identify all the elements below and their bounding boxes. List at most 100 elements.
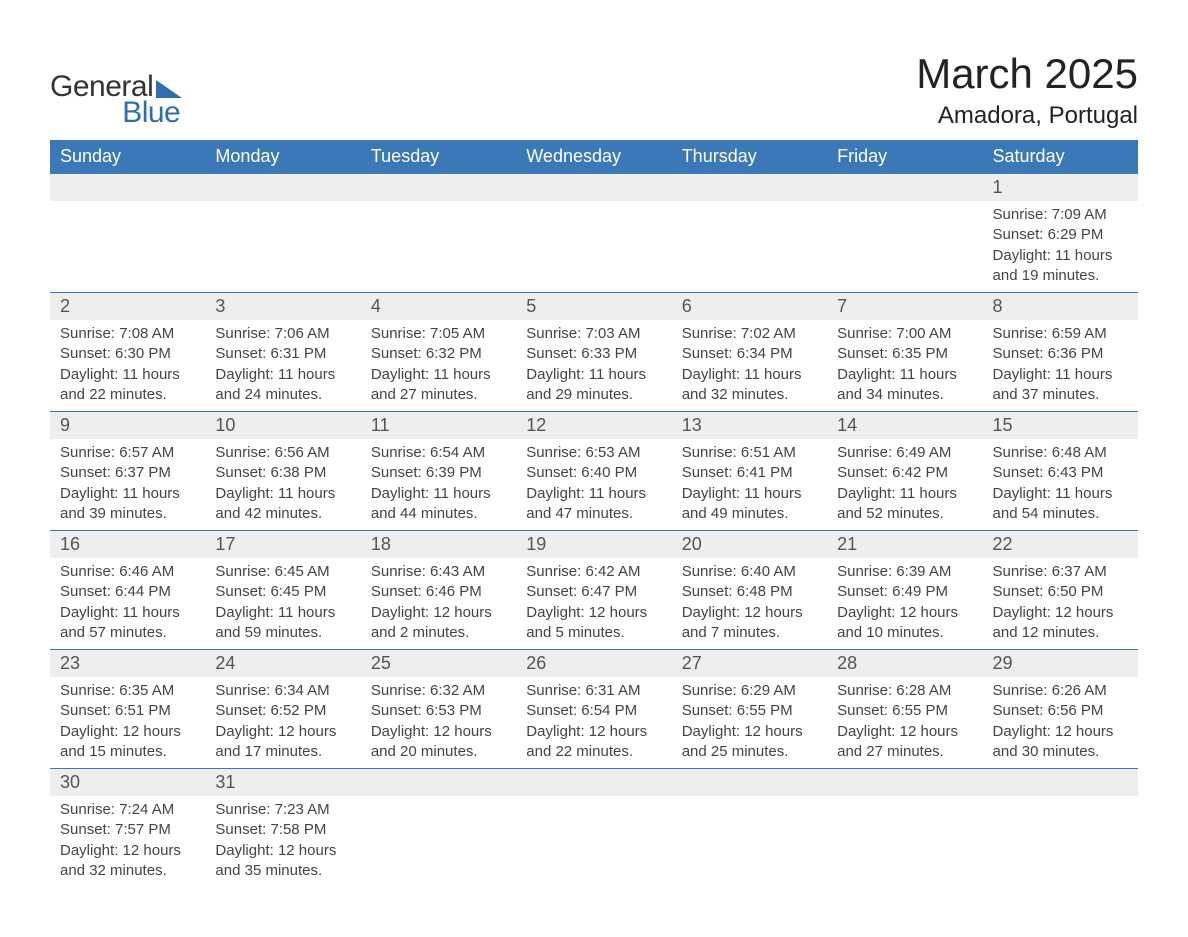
day-detail-line: Daylight: 11 hours	[60, 484, 195, 504]
day-detail-cell: Sunrise: 6:45 AMSunset: 6:45 PMDaylight:…	[205, 558, 360, 650]
day-detail-cell: Sunrise: 6:46 AMSunset: 6:44 PMDaylight:…	[50, 558, 205, 650]
day-detail-line: Sunrise: 7:09 AM	[993, 205, 1128, 225]
day-detail-line: Sunrise: 6:42 AM	[526, 562, 661, 582]
day-detail-line: Sunset: 6:41 PM	[682, 463, 817, 483]
day-detail-line: Daylight: 12 hours	[60, 722, 195, 742]
day-detail-cell: Sunrise: 7:09 AMSunset: 6:29 PMDaylight:…	[983, 201, 1138, 293]
day-number-cell	[672, 174, 827, 202]
day-detail-line: Sunset: 6:49 PM	[837, 582, 972, 602]
day-number-cell	[827, 174, 982, 202]
day-detail-line: and 59 minutes.	[215, 623, 350, 643]
day-number-cell	[205, 174, 360, 202]
day-detail-cell: Sunrise: 6:42 AMSunset: 6:47 PMDaylight:…	[516, 558, 671, 650]
day-detail-line: and 35 minutes.	[215, 861, 350, 881]
day-number-cell	[361, 769, 516, 797]
day-detail-line: Sunset: 6:55 PM	[682, 701, 817, 721]
day-number-cell: 10	[205, 412, 360, 440]
day-detail-line: Daylight: 12 hours	[526, 722, 661, 742]
day-detail-cell	[361, 796, 516, 887]
day-detail-cell: Sunrise: 6:37 AMSunset: 6:50 PMDaylight:…	[983, 558, 1138, 650]
day-detail-line: Daylight: 12 hours	[682, 722, 817, 742]
detail-row: Sunrise: 7:08 AMSunset: 6:30 PMDaylight:…	[50, 320, 1138, 412]
day-detail-line: and 57 minutes.	[60, 623, 195, 643]
day-number-cell: 23	[50, 650, 205, 678]
day-detail-line: and 15 minutes.	[60, 742, 195, 762]
day-detail-line: Sunrise: 6:29 AM	[682, 681, 817, 701]
day-number-cell: 21	[827, 531, 982, 559]
col-friday: Friday	[827, 140, 982, 174]
day-detail-cell	[672, 201, 827, 293]
day-detail-line: and 29 minutes.	[526, 385, 661, 405]
col-thursday: Thursday	[672, 140, 827, 174]
logo: General Blue	[50, 50, 182, 130]
detail-row: Sunrise: 6:35 AMSunset: 6:51 PMDaylight:…	[50, 677, 1138, 769]
day-number-cell: 4	[361, 293, 516, 321]
detail-row: Sunrise: 7:09 AMSunset: 6:29 PMDaylight:…	[50, 201, 1138, 293]
day-detail-line: Daylight: 11 hours	[371, 484, 506, 504]
day-detail-line: and 27 minutes.	[837, 742, 972, 762]
day-detail-line: and 17 minutes.	[215, 742, 350, 762]
day-detail-cell: Sunrise: 6:54 AMSunset: 6:39 PMDaylight:…	[361, 439, 516, 531]
day-detail-line: and 7 minutes.	[682, 623, 817, 643]
day-detail-line: Daylight: 12 hours	[837, 603, 972, 623]
calendar-header-row: Sunday Monday Tuesday Wednesday Thursday…	[50, 140, 1138, 174]
daynum-row: 1	[50, 174, 1138, 202]
day-detail-line: Sunset: 6:48 PM	[682, 582, 817, 602]
title-block: March 2025 Amadora, Portugal	[916, 50, 1138, 130]
day-detail-line: Sunrise: 6:56 AM	[215, 443, 350, 463]
day-number-cell: 28	[827, 650, 982, 678]
day-detail-line: Sunrise: 6:49 AM	[837, 443, 972, 463]
day-detail-line: Daylight: 11 hours	[993, 246, 1128, 266]
day-detail-line: Sunset: 6:34 PM	[682, 344, 817, 364]
day-detail-line: Daylight: 11 hours	[682, 484, 817, 504]
day-detail-line: Daylight: 11 hours	[526, 365, 661, 385]
day-detail-line: and 32 minutes.	[682, 385, 817, 405]
col-wednesday: Wednesday	[516, 140, 671, 174]
day-detail-line: and 30 minutes.	[993, 742, 1128, 762]
day-detail-line: Sunset: 6:37 PM	[60, 463, 195, 483]
day-detail-cell	[827, 796, 982, 887]
day-number-cell	[516, 174, 671, 202]
day-detail-line: Sunset: 6:29 PM	[993, 225, 1128, 245]
day-detail-line: Sunset: 6:56 PM	[993, 701, 1128, 721]
day-detail-line: Sunset: 6:55 PM	[837, 701, 972, 721]
day-detail-line: and 24 minutes.	[215, 385, 350, 405]
day-detail-cell	[205, 201, 360, 293]
day-detail-cell: Sunrise: 6:49 AMSunset: 6:42 PMDaylight:…	[827, 439, 982, 531]
day-detail-line: Sunrise: 7:05 AM	[371, 324, 506, 344]
day-detail-line: Sunrise: 7:23 AM	[215, 800, 350, 820]
day-detail-line: and 39 minutes.	[60, 504, 195, 524]
day-number-cell: 24	[205, 650, 360, 678]
day-detail-line: Daylight: 12 hours	[215, 722, 350, 742]
day-detail-line: Daylight: 12 hours	[837, 722, 972, 742]
day-detail-line: and 52 minutes.	[837, 504, 972, 524]
day-number-cell	[361, 174, 516, 202]
day-detail-line: Sunrise: 6:57 AM	[60, 443, 195, 463]
day-detail-cell: Sunrise: 6:59 AMSunset: 6:36 PMDaylight:…	[983, 320, 1138, 412]
day-number-cell	[50, 174, 205, 202]
day-detail-cell	[983, 796, 1138, 887]
day-detail-cell	[672, 796, 827, 887]
day-detail-cell: Sunrise: 6:26 AMSunset: 6:56 PMDaylight:…	[983, 677, 1138, 769]
day-detail-line: Sunset: 6:51 PM	[60, 701, 195, 721]
day-detail-cell	[361, 201, 516, 293]
day-number-cell: 2	[50, 293, 205, 321]
day-number-cell: 5	[516, 293, 671, 321]
day-detail-line: Sunset: 6:52 PM	[215, 701, 350, 721]
day-detail-cell: Sunrise: 6:56 AMSunset: 6:38 PMDaylight:…	[205, 439, 360, 531]
calendar-body: 1 Sunrise: 7:09 AMSunset: 6:29 PMDayligh…	[50, 174, 1138, 888]
detail-row: Sunrise: 7:24 AMSunset: 7:57 PMDaylight:…	[50, 796, 1138, 887]
day-detail-line: Sunrise: 6:53 AM	[526, 443, 661, 463]
calendar-table: Sunday Monday Tuesday Wednesday Thursday…	[50, 140, 1138, 887]
day-detail-cell: Sunrise: 6:34 AMSunset: 6:52 PMDaylight:…	[205, 677, 360, 769]
day-detail-line: Sunrise: 7:02 AM	[682, 324, 817, 344]
day-detail-line: Sunset: 6:35 PM	[837, 344, 972, 364]
day-number-cell: 6	[672, 293, 827, 321]
day-number-cell: 18	[361, 531, 516, 559]
day-number-cell: 16	[50, 531, 205, 559]
day-detail-cell: Sunrise: 6:35 AMSunset: 6:51 PMDaylight:…	[50, 677, 205, 769]
day-number-cell: 3	[205, 293, 360, 321]
day-detail-line: Sunrise: 6:37 AM	[993, 562, 1128, 582]
day-number-cell	[672, 769, 827, 797]
day-detail-line: Daylight: 12 hours	[993, 603, 1128, 623]
